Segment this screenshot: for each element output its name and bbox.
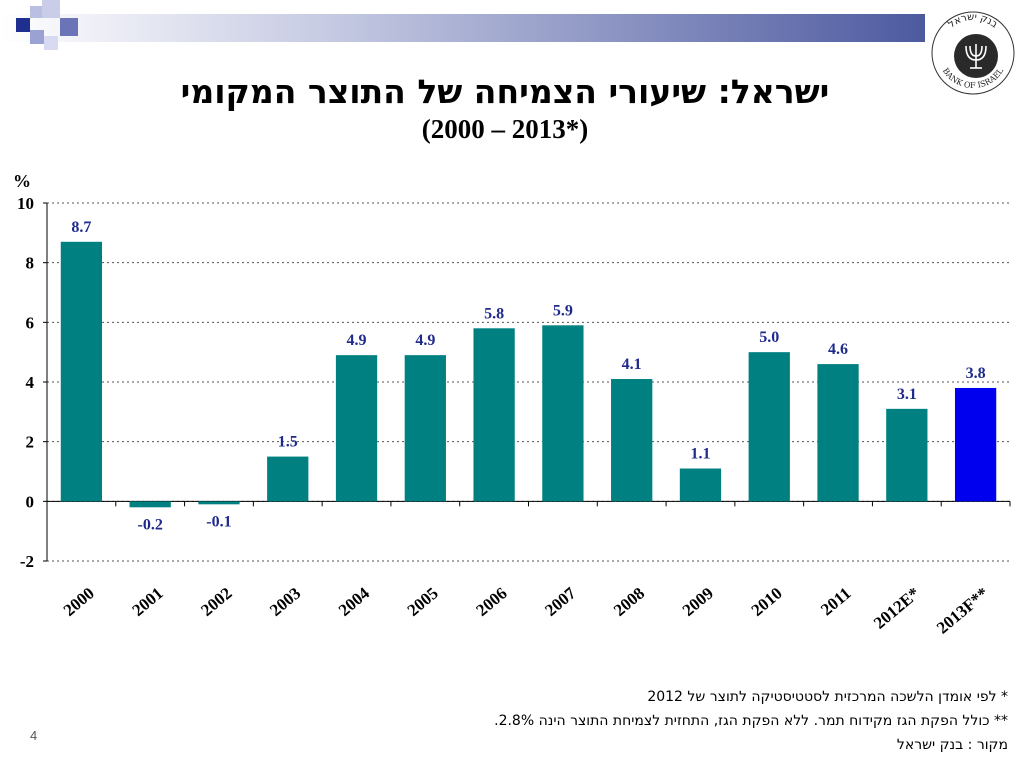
value-label-2010: 5.0 [759,329,779,346]
x-tick-label-2003: 2003 [266,584,304,620]
y-tick-label: 6 [26,313,35,332]
bar-2011 [817,364,859,502]
x-tick-label-2010: 2010 [748,584,786,620]
x-tick-label-2009: 2009 [679,584,717,620]
page-title: ישראל: שיעורי הצמיחה של התוצר המקומי [180,72,830,111]
page-subtitle: (2000 – 2013*) [421,114,589,144]
value-label-2004: 4.9 [347,332,367,349]
y-tick-label: 8 [26,254,35,273]
y-tick-label: 0 [26,492,35,511]
value-label-2009: 1.1 [690,446,710,463]
bar-2007 [542,325,584,502]
y-tick-label: 4 [26,373,35,392]
menorah-icon [965,44,987,69]
value-label-2013F**: 3.8 [966,365,986,382]
value-label-2006: 5.8 [484,305,504,322]
value-labels: 8.7 -0.2 -0.1 1.5 4.9 4.9 5.8 5.9 4.1 1.1 5.0 4.6 3.… [71,219,985,534]
bank-of-israel-logo: בנק ישראל BANK OF ISRAEL [931,11,1015,95]
bar-2002 [198,501,240,505]
value-label-2000: 8.7 [71,219,91,236]
value-label-2007: 5.9 [553,302,573,319]
bar-2013F** [954,387,997,502]
x-tick-label-2012E*: 2012E* [870,584,923,633]
x-tick-label-2008: 2008 [610,584,648,620]
page-number: 4 [30,728,38,743]
x-tick-label-2005: 2005 [404,584,442,620]
footnote-source: מקור : בנק ישראל [896,737,1008,753]
bar-2004 [335,355,378,502]
header-decoration [0,0,925,50]
bar-2010 [748,352,790,502]
bar-2008 [611,379,653,502]
bars [60,241,997,508]
bar-2012E* [886,408,928,502]
x-tick-label-2006: 2006 [472,584,510,620]
y-axis-label: % [13,171,31,191]
footnotes: * לפי אומדן הלשכה המרכזית לסטטיסטיקה לתו… [380,686,1008,758]
bar-2005 [404,355,446,502]
bar-2009 [679,468,722,502]
gdp-growth-bar-chart: 8.7 -0.2 -0.1 1.5 4.9 4.9 5.8 5.9 4.1 1.1 5.0 4.6 3.… [13,171,1011,638]
bar-2001 [129,501,171,508]
x-tick-label-2013F**: 2013F** [933,584,992,638]
value-label-2002: -0.1 [206,513,231,530]
x-tick-label-2002: 2002 [197,584,235,620]
x-tick-label-2011: 2011 [817,584,855,620]
value-label-2003: 1.5 [278,434,298,451]
footnote-estimate: * לפי אומדן הלשכה המרכזית לסטטיסטיקה לתו… [647,689,1008,705]
gridlines [47,202,1010,562]
value-label-2011: 4.6 [828,341,848,358]
y-tick-label: 2 [26,433,35,452]
y-tick-label: 10 [17,194,34,213]
x-tick-label-2004: 2004 [335,583,374,620]
footnote-forecast: ** כולל הפקת הגז מקידוח תמר. ללא הפקת הג… [494,713,1008,729]
bar-2000 [60,241,103,502]
value-label-2008: 4.1 [622,356,642,373]
value-label-2001: -0.2 [138,516,163,533]
value-label-2005: 4.9 [415,332,435,349]
bar-2003 [267,456,309,502]
x-tick-label-2007: 2007 [541,583,580,620]
bar-2006 [473,328,515,502]
y-tick-label: -2 [20,552,34,571]
x-tick-label-2001: 2001 [128,584,166,620]
x-tick-label-2000: 2000 [60,584,98,620]
value-label-2012E*: 3.1 [897,386,917,403]
